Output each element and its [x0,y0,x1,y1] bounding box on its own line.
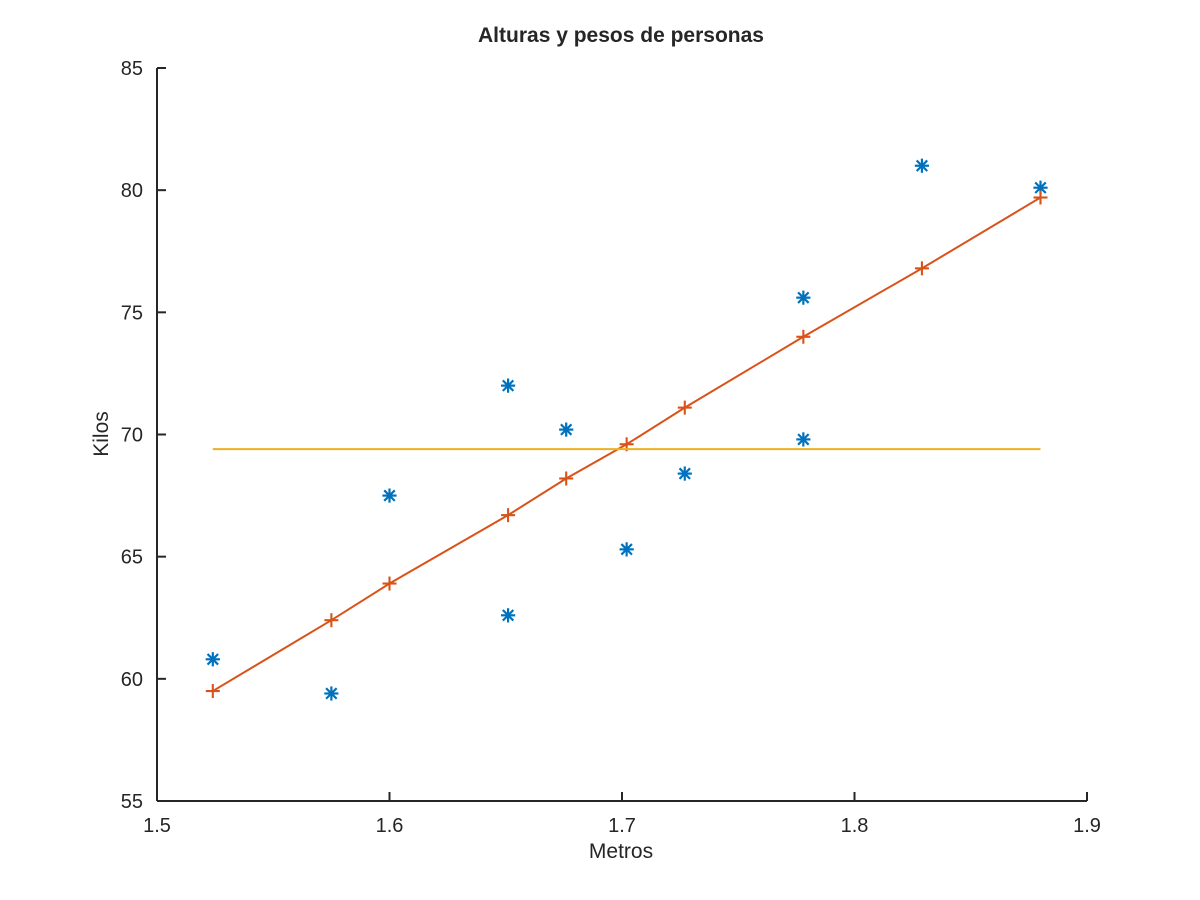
plot-area [205,158,1048,701]
data-point [382,488,397,503]
fit-point [559,471,574,486]
series-1 [205,158,1048,701]
x-tick-label: 1.9 [1073,815,1101,837]
x-axis-label: Metros [589,840,653,863]
asterisk-stroke [502,609,515,622]
data-point [205,652,220,667]
asterisk-stroke [797,291,810,304]
data-point [796,290,811,305]
data-point [559,422,574,437]
asterisk-stroke [678,467,691,480]
y-tick-label: 55 [121,791,143,813]
asterisk-stroke [1034,181,1047,194]
data-point [500,608,516,623]
asterisk-stroke [206,653,219,666]
fit-point [1033,190,1048,205]
x-tick-label: 1.7 [608,815,636,837]
asterisk-stroke [797,433,810,446]
data-point [796,432,811,447]
asterisk-stroke [620,543,633,556]
data-point [324,686,339,701]
y-tick-label: 65 [121,547,143,569]
fit-point [914,261,929,276]
y-tick-label: 60 [121,669,143,691]
fit-point [205,684,220,699]
fit-point [677,400,692,415]
series-2 [205,190,1048,699]
y-tick-label: 85 [121,58,143,80]
asterisk-stroke [383,489,396,502]
data-point [619,542,634,557]
fit-point [501,508,516,523]
data-point [500,378,516,393]
y-tick-label: 70 [121,425,143,447]
chart-title: Alturas y pesos de personas [478,24,764,47]
y-tick-label: 75 [121,302,143,324]
asterisk-stroke [915,159,928,172]
y-axis-ticks: 55 60 65 70 75 80 85 [121,58,166,813]
asterisk-stroke [502,379,515,392]
fit-point [324,613,339,628]
x-axis-ticks: 1.5 1.6 1.7 1.8 1.9 [143,792,1101,837]
x-tick-label: 1.6 [376,815,404,837]
data-point [677,466,692,481]
fit-point [796,329,811,344]
series-line [212,196,1042,692]
fit-point [382,576,397,591]
x-tick-label: 1.8 [841,815,869,837]
x-tick-label: 1.5 [143,815,171,837]
asterisk-stroke [560,423,573,436]
data-point [914,158,930,173]
y-tick-label: 80 [121,180,143,202]
asterisk-stroke [325,687,338,700]
y-axis-label: Kilos [90,411,113,457]
